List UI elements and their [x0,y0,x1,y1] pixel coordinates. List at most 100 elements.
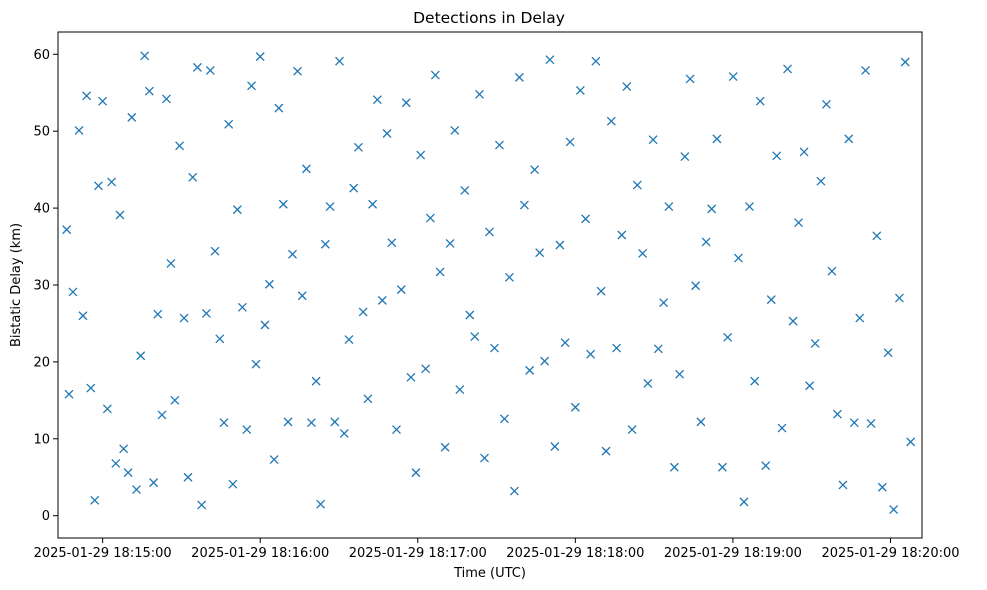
data-point-marker [175,141,185,151]
data-point-marker [301,164,311,174]
data-point-marker [224,119,234,129]
data-point-marker [455,385,465,395]
data-point-marker [86,383,96,393]
data-point-marker [339,428,349,438]
data-point-marker [877,482,887,492]
data-point-marker [335,56,344,66]
data-point-marker [509,486,519,496]
data-point-marker [344,335,354,345]
data-point-marker [535,248,545,258]
data-point-marker [416,150,426,160]
data-point-marker [723,332,733,342]
data-point-marker [894,293,904,303]
data-point-marker [691,281,701,291]
data-point-marker [565,137,575,147]
data-point-marker [64,389,74,399]
data-point-marker [260,320,270,330]
data-point-marker [838,480,848,490]
data-point-marker [228,479,238,489]
data-point-marker [382,129,392,138]
data-point-marker [872,231,882,241]
data-point-marker [215,334,225,344]
y-tick-label: 0 [42,509,50,524]
data-point-marker [358,307,368,317]
data-point-marker [540,356,550,366]
y-axis-label: Bistatic Delay (km) [9,223,24,347]
data-point-marker [353,142,363,152]
data-point-marker [98,96,108,106]
data-point-marker [485,227,494,237]
data-point-marker [411,468,421,478]
data-point-marker [788,316,798,326]
data-point-marker [617,230,627,240]
data-point-marker [504,272,514,282]
data-point-marker [866,418,876,428]
data-point-marker [648,135,658,145]
data-point-marker [712,134,722,144]
data-point-marker [320,239,330,249]
data-point-marker [166,259,176,268]
y-tick-label: 40 [33,202,50,217]
data-point-marker [772,151,782,161]
data-point-marker [251,359,261,369]
data-point-marker [372,95,382,105]
y-tick-label: 20 [33,355,50,370]
data-point-marker [519,200,529,210]
data-point-marker [900,57,910,67]
data-point-marker [68,287,78,297]
data-point-marker [696,417,706,427]
chart-title: Detections in Delay [413,9,565,27]
x-tick-label: 2025-01-29 18:19:00 [664,546,802,561]
data-point-marker [669,462,679,472]
data-point-marker [192,62,202,72]
data-point-marker [761,461,771,471]
x-tick-label: 2025-01-29 18:16:00 [191,546,329,561]
data-point-marker [659,298,669,308]
data-point-marker [717,462,727,472]
data-point-marker [555,240,565,250]
data-point-marker [183,472,193,482]
data-point-marker [283,417,293,427]
data-point-marker [119,444,129,454]
data-point-marker [162,94,171,104]
data-point-marker [406,372,416,382]
data-point-marker [675,369,685,379]
data-point-marker [430,70,440,80]
data-point-marker [470,332,480,341]
data-point-marker [74,125,84,135]
data-point-marker [545,55,555,65]
data-point-marker [766,295,776,305]
data-point-marker [102,404,112,414]
data-point-marker [664,202,674,212]
data-point-marker [107,177,117,187]
data-point-marker [392,425,401,435]
data-point-marker [844,134,854,144]
data-point-marker [78,311,88,321]
data-point-marker [475,89,484,99]
data-point-marker [733,253,743,263]
data-point-marker [242,425,252,435]
data-point-marker [883,348,893,358]
data-point-marker [707,204,717,214]
data-point-marker [363,394,373,404]
x-axis-label: Time (UTC) [453,566,526,581]
y-axis: 0 10 20 30 40 50 60 [33,48,58,524]
data-point-marker [440,442,450,452]
data-point-marker [425,213,435,223]
data-point-marker [755,96,765,106]
data-point-marker [311,376,321,386]
data-point-marker [596,286,606,296]
data-point-marker [140,51,150,61]
data-point-marker [627,425,637,435]
data-point-marker [499,414,509,424]
data-point-marker [255,52,265,62]
data-point-marker [435,267,445,277]
data-point-marker [530,165,540,175]
data-point-marker [849,418,859,428]
data-point-marker [560,338,570,348]
data-point-marker [490,343,499,353]
data-point-marker [728,72,738,82]
data-point-marker [606,116,616,126]
data-point-marker [701,237,711,247]
